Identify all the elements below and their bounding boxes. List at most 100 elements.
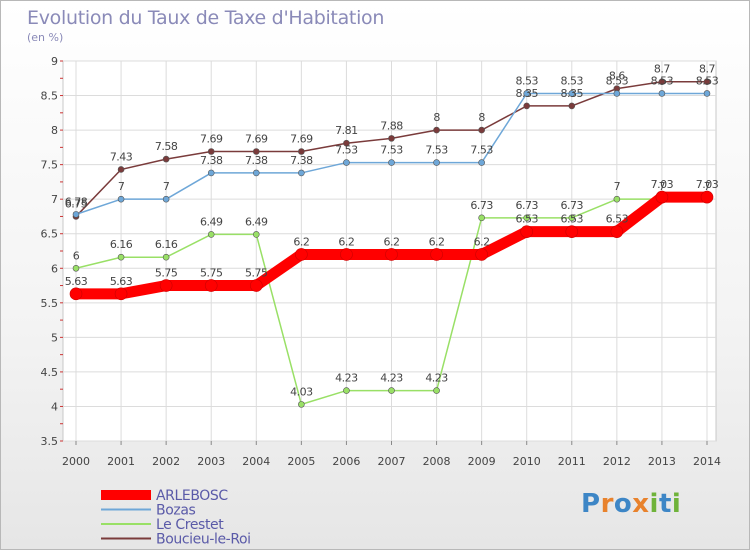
logo-letter: t — [658, 489, 672, 519]
data-label: 7 — [163, 180, 170, 193]
data-label: 7.69 — [245, 133, 268, 146]
data-label: 6.2 — [474, 235, 490, 248]
data-label: 6.49 — [245, 215, 268, 228]
data-label: 7.58 — [155, 140, 178, 153]
logo-letter: o — [613, 489, 633, 519]
data-point — [343, 139, 350, 147]
y-tick-label: 6 — [51, 262, 58, 275]
data-point — [568, 90, 576, 97]
x-tick-label: 2009 — [468, 455, 496, 468]
data-point — [658, 78, 666, 86]
data-label: 7 — [659, 180, 666, 193]
data-label: 7.03 — [696, 178, 719, 191]
data-point — [388, 159, 395, 166]
logo-letter: P — [581, 489, 601, 519]
data-label: 7.38 — [290, 154, 313, 167]
data-label: 8.53 — [696, 74, 719, 87]
data-point — [298, 169, 305, 177]
y-tick-label: 7 — [51, 193, 58, 206]
data-point — [162, 253, 170, 261]
data-label: 4.23 — [380, 372, 403, 385]
data-label: 7.38 — [245, 154, 268, 167]
data-point — [114, 287, 128, 301]
proxiti-logo: Proxiti — [581, 489, 681, 519]
data-label: 6.49 — [200, 215, 223, 228]
data-label: 7.81 — [335, 124, 358, 137]
data-point — [610, 225, 624, 238]
legend-entry: Le Crestet — [156, 517, 224, 533]
data-point — [658, 90, 666, 97]
data-label: 7.88 — [380, 119, 403, 132]
data-point — [523, 90, 531, 97]
data-label: 5.63 — [65, 275, 88, 288]
y-tick-label: 3.5 — [41, 435, 59, 448]
data-label: 8.53 — [651, 74, 674, 87]
data-label: 6.53 — [561, 213, 584, 226]
data-point — [520, 225, 534, 238]
data-label: 4.03 — [290, 385, 313, 398]
x-tick-label: 2012 — [603, 455, 631, 468]
x-tick-label: 2013 — [648, 455, 676, 468]
data-label: 7.53 — [425, 144, 448, 157]
data-point — [655, 190, 669, 204]
data-label: 5.75 — [155, 267, 178, 280]
data-point — [433, 126, 440, 134]
y-tick-label: 7.5 — [41, 159, 59, 172]
data-point — [430, 248, 443, 261]
data-point — [433, 387, 440, 394]
x-tick-label: 2001 — [107, 455, 135, 468]
logo-letter: x — [632, 489, 650, 519]
data-point — [703, 78, 711, 86]
data-point — [298, 401, 305, 408]
data-label: 6.2 — [293, 235, 309, 248]
data-label: 6.2 — [338, 235, 354, 248]
data-point — [249, 279, 263, 292]
chart-title: Evolution du Taux de Taxe d'Habitation — [27, 7, 385, 29]
y-tick-label: 6.5 — [41, 228, 59, 241]
legend-entry: Boucieu-le-Roi — [156, 532, 251, 548]
data-point — [207, 169, 215, 177]
data-point — [703, 90, 711, 97]
data-point — [207, 148, 215, 155]
data-label: 7 — [614, 180, 621, 193]
data-point — [252, 148, 260, 155]
data-label: 7.53 — [470, 144, 493, 157]
data-point — [117, 253, 125, 261]
data-label: 7 — [704, 180, 711, 193]
data-point — [204, 279, 218, 292]
data-label: 6.75 — [65, 197, 88, 210]
data-point — [162, 195, 170, 203]
y-tick-label: 9 — [51, 55, 58, 68]
data-point — [388, 135, 395, 142]
data-point — [475, 248, 488, 261]
y-tick-label: 4.5 — [41, 366, 59, 379]
data-label: 6 — [73, 249, 80, 262]
data-point — [72, 264, 80, 272]
data-label: 6.73 — [561, 199, 584, 212]
data-label: 8 — [433, 111, 440, 124]
legend-entry: ARLEBOSC — [156, 488, 228, 504]
data-label: 8.35 — [561, 87, 584, 100]
data-label: 8.53 — [606, 74, 629, 87]
data-label: 6.16 — [110, 238, 133, 251]
data-label: 8.7 — [654, 63, 670, 76]
data-label: 7.03 — [651, 178, 674, 191]
chart-subtitle: (en %) — [27, 31, 64, 44]
data-label: 6.16 — [155, 238, 178, 251]
y-tick-label: 4 — [51, 400, 58, 413]
data-point — [478, 214, 485, 222]
data-label: 5.63 — [110, 275, 133, 288]
logo-letter: i — [671, 489, 682, 519]
data-point — [385, 248, 398, 261]
y-tick-label: 8.5 — [41, 90, 59, 103]
data-point — [523, 214, 531, 222]
x-tick-label: 2005 — [287, 455, 315, 468]
data-label: 8.53 — [515, 74, 538, 87]
data-point — [388, 387, 395, 394]
logo-letter: i — [649, 489, 659, 519]
x-tick-label: 2002 — [152, 455, 180, 468]
data-label: 8.6 — [609, 70, 625, 83]
y-tick-label: 5 — [51, 331, 58, 344]
data-point — [613, 195, 621, 203]
